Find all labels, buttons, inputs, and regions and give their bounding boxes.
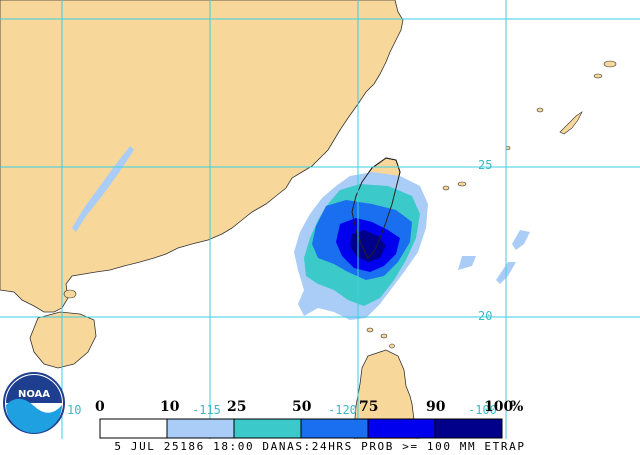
lat-label-25: 25 xyxy=(478,158,493,172)
legend-tick-90: 90 xyxy=(426,399,446,415)
legend-tick-50: 50 xyxy=(292,399,312,415)
left-label-10: 10 xyxy=(67,403,82,417)
prob-streak-east3 xyxy=(458,256,476,270)
legend-unit-percent: % xyxy=(510,399,524,415)
legend-tick-75: 75 xyxy=(359,399,379,415)
mainland-china xyxy=(0,0,404,313)
legend-colorbar xyxy=(99,418,503,439)
hainan-island xyxy=(29,311,97,369)
legend-tick-0: 0 xyxy=(95,399,105,415)
legend-tick-25: 25 xyxy=(227,399,247,415)
small-islands xyxy=(63,60,617,349)
taiwan-outline xyxy=(351,157,401,259)
lat-lon-grid xyxy=(0,0,640,439)
lon-label-115: -115 xyxy=(192,403,221,417)
legend-tick-100: 100 xyxy=(484,399,514,415)
legend-tick-10: 10 xyxy=(160,399,180,415)
lon-label-120: -120 xyxy=(328,403,357,417)
map-caption: 5 JUL 25186 18:00 DANAS:24HRS PROB >= 10… xyxy=(0,439,640,455)
noaa-logo-text: NOAA xyxy=(18,389,50,400)
lon-label-100: -100 xyxy=(468,403,497,417)
prob-streak-east xyxy=(512,230,530,250)
lat-label-20: 20 xyxy=(478,309,493,323)
noaa-logo-icon: NOAA xyxy=(3,372,65,434)
